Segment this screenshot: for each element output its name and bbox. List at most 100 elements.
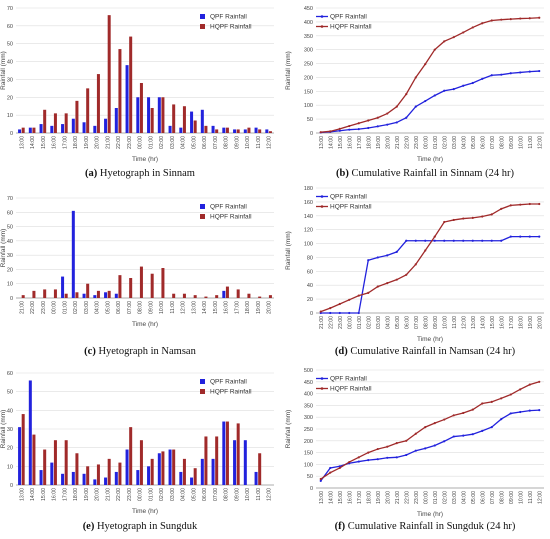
chart-e-bar-qpf [254, 471, 258, 485]
chart-a-bar-qpf [125, 65, 129, 133]
chart-a-bar-qpf [82, 122, 86, 133]
chart-e-xtick-label: 09:00 [234, 488, 240, 501]
chart-f-point-hqpf [509, 393, 512, 396]
chart-a-bar-hqpf [268, 131, 272, 133]
chart-d-point-qpf [367, 259, 370, 262]
chart-b-xtick-label: 12:00 [537, 136, 543, 149]
chart-b-point-hqpf [376, 116, 379, 119]
chart-e-bar-hqpf [161, 451, 165, 485]
chart-e-svg: 0 10 20 30 40 50 60 13:00 14:00 15:00 16:00 17:00 18… [0, 371, 274, 515]
chart-f-xtick-label: 14:00 [328, 491, 334, 504]
chart-e-legend-swatch [200, 389, 205, 394]
chart-d-ytick-label: 100 [304, 242, 313, 248]
caption-e: (e) Hyetograph in Sungduk [40, 521, 240, 532]
chart-a-xlabel: Time (hr) [132, 156, 158, 163]
chart-e-xtick-label: 03:00 [170, 488, 176, 501]
chart-a-xtick-label: 14:00 [30, 136, 36, 149]
chart-b-legend-marker [320, 15, 324, 18]
chart-f-legend-label: QPF Rainfall [330, 376, 367, 383]
chart-b-point-qpf [481, 77, 484, 80]
chart-f-xtick-label: 18:00 [366, 491, 372, 504]
chart-e-bar-hqpf [96, 464, 100, 485]
chart-e-xtick-label: 19:00 [84, 488, 90, 501]
chart-c-xtick-label: 22:00 [30, 301, 36, 314]
chart-b-xlabel: Time (hr) [417, 156, 443, 163]
chart-d-ytick-label: 140 [304, 214, 313, 220]
chart-b-ytick-label: 100 [304, 103, 313, 109]
chart-b-line-hqpf [320, 17, 540, 133]
chart-f-point-hqpf [357, 456, 360, 459]
chart-d-point-qpf [433, 239, 436, 242]
chart-b-xtick-label: 05:00 [471, 136, 477, 149]
chart-c-xtick-label: 13:00 [191, 301, 197, 314]
chart-f-ytick-label: 100 [304, 462, 313, 468]
chart-b-svg: 0 50 100 150 200 250 300 350 400 450 13:00 14:00 15:… [285, 6, 544, 163]
chart-a-legend-swatch [200, 24, 205, 29]
chart-c-bar-qpf [82, 293, 86, 298]
chart-d-point-hqpf [367, 291, 370, 294]
chart-d-point-hqpf [376, 285, 379, 288]
chart-e-ytick-label: 0 [10, 483, 13, 489]
chart-a-ytick-label: 60 [7, 24, 13, 30]
chart-c-ytick-label: 30 [7, 253, 13, 259]
chart-f-point-hqpf [490, 400, 493, 403]
chart-d-point-qpf [414, 239, 417, 242]
chart-d-xtick-label: 20:00 [537, 316, 543, 329]
chart-c-xtick-label: 06:00 [116, 301, 122, 314]
chart-e-bar-hqpf [86, 466, 90, 485]
chart-f-point-qpf [462, 434, 465, 437]
chart-d-point-qpf [376, 256, 379, 259]
caption-f: (f) Cumulative Rainfall in Sungduk (24 h… [310, 521, 540, 532]
chart-d-ytick-label: 20 [307, 297, 313, 303]
chart-e-ytick-label: 40 [7, 408, 13, 414]
chart-a-bar-qpf [243, 129, 247, 133]
chart-a-ytick-label: 50 [7, 42, 13, 48]
caption-d-text: Cumulative Rainfall in Namsan (24 hr) [350, 346, 516, 357]
caption-a-letter: (a) [85, 168, 98, 179]
chart-f-point-hqpf [348, 460, 351, 464]
chart-f-xtick-label: 09:00 [509, 491, 515, 504]
chart-d-xtick-label: 05:00 [395, 316, 401, 329]
chart-d-point-hqpf [424, 249, 427, 252]
chart-c-ytick-label: 40 [7, 239, 13, 245]
chart-a-xtick-label: 17:00 [62, 136, 68, 149]
chart-f-svg: 0 50 100 150 200 250 300 350 400 450 500 13:00 14:00… [285, 368, 544, 518]
chart-d-point-hqpf [319, 310, 322, 313]
chart-c-ytick-label: 0 [10, 296, 13, 302]
chart-b-ytick-label: 250 [304, 62, 313, 68]
chart-a-xtick-label: 15:00 [41, 136, 47, 149]
chart-e-ytick-label: 50 [7, 390, 13, 396]
chart-a-bar-hqpf [118, 49, 122, 134]
chart-f-point-qpf [509, 412, 512, 415]
caption-b-letter: (b) [336, 168, 349, 179]
chart-c-xtick-label: 05:00 [105, 301, 111, 314]
chart-c-bar-hqpf [64, 293, 68, 298]
chart-d-ytick-label: 0 [310, 311, 313, 317]
chart-e-xtick-label: 11:00 [256, 488, 262, 501]
chart-b-legend-label: HQPF Rainfall [330, 24, 372, 31]
chart-a-bar-hqpf [139, 83, 143, 133]
chart-b-point-qpf [528, 70, 531, 73]
chart-c-bar-hqpf [86, 283, 90, 298]
chart-b-point-hqpf [481, 22, 484, 25]
caption-c: (c) Hyetograph in Namsan [40, 346, 240, 357]
chart-e-bar-hqpf [258, 453, 262, 485]
chart-b-point-hqpf [538, 16, 541, 19]
chart-a-legend-swatch [200, 14, 205, 19]
chart-d-point-qpf [338, 311, 341, 315]
chart-e-ytick-label: 20 [7, 446, 13, 452]
chart-f-point-qpf [405, 453, 408, 457]
chart-f-xtick-label: 04:00 [461, 491, 467, 504]
chart-b-xtick-label: 00:00 [423, 136, 429, 149]
chart-b-point-qpf [452, 88, 455, 91]
chart-d-point-hqpf [357, 294, 360, 297]
chart-c-xtick-label: 16:00 [224, 301, 230, 314]
chart-e-xtick-label: 10:00 [245, 488, 251, 501]
chart-f-xtick-label: 05:00 [471, 491, 477, 504]
chart-c-xtick-label: 11:00 [170, 301, 176, 314]
chart-a-bar-hqpf [172, 104, 176, 133]
chart-a-bar-qpf [136, 97, 140, 133]
chart-f-point-hqpf [433, 422, 436, 425]
chart-d-xtick-label: 13:00 [471, 316, 477, 329]
chart-c-xtick-label: 15:00 [213, 301, 219, 314]
